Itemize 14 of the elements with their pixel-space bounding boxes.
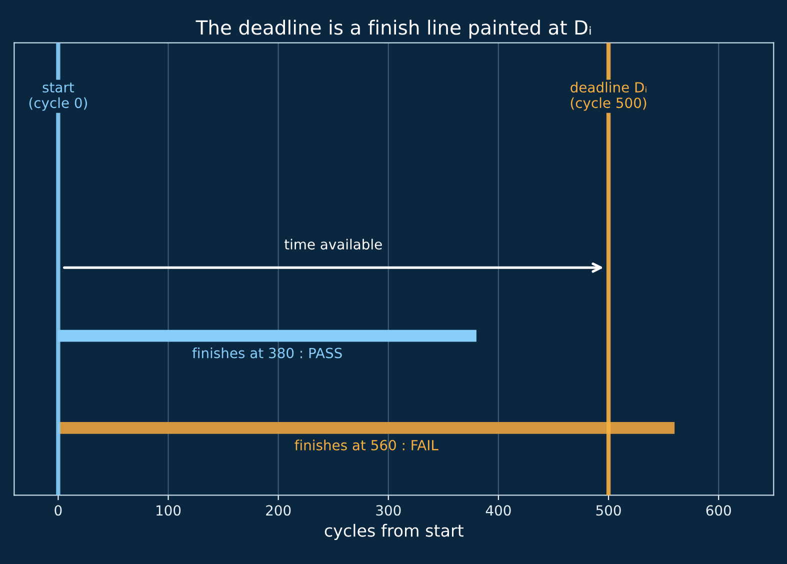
- x-tick-label: 100: [156, 505, 181, 516]
- x-tick-label: 300: [376, 505, 401, 516]
- x-tick-label: 600: [706, 505, 731, 516]
- ref-line-label: deadline Dᵢ (cycle 500): [570, 82, 646, 111]
- x-tick-label: 200: [266, 505, 291, 516]
- x-axis-title: cycles from start: [324, 524, 464, 540]
- x-tick-label: 500: [596, 505, 621, 516]
- x-tick-label: 400: [486, 505, 511, 516]
- chart-title: The deadline is a finish line painted at Dᵢ: [196, 20, 591, 39]
- data-label: finishes at 380 : PASS: [192, 348, 342, 358]
- x-tick-label: 0: [54, 505, 62, 516]
- data-label: finishes at 560 : FAIL: [294, 440, 438, 450]
- text: time available: [284, 238, 382, 250]
- ref-line-label: start (cycle 0): [29, 82, 87, 111]
